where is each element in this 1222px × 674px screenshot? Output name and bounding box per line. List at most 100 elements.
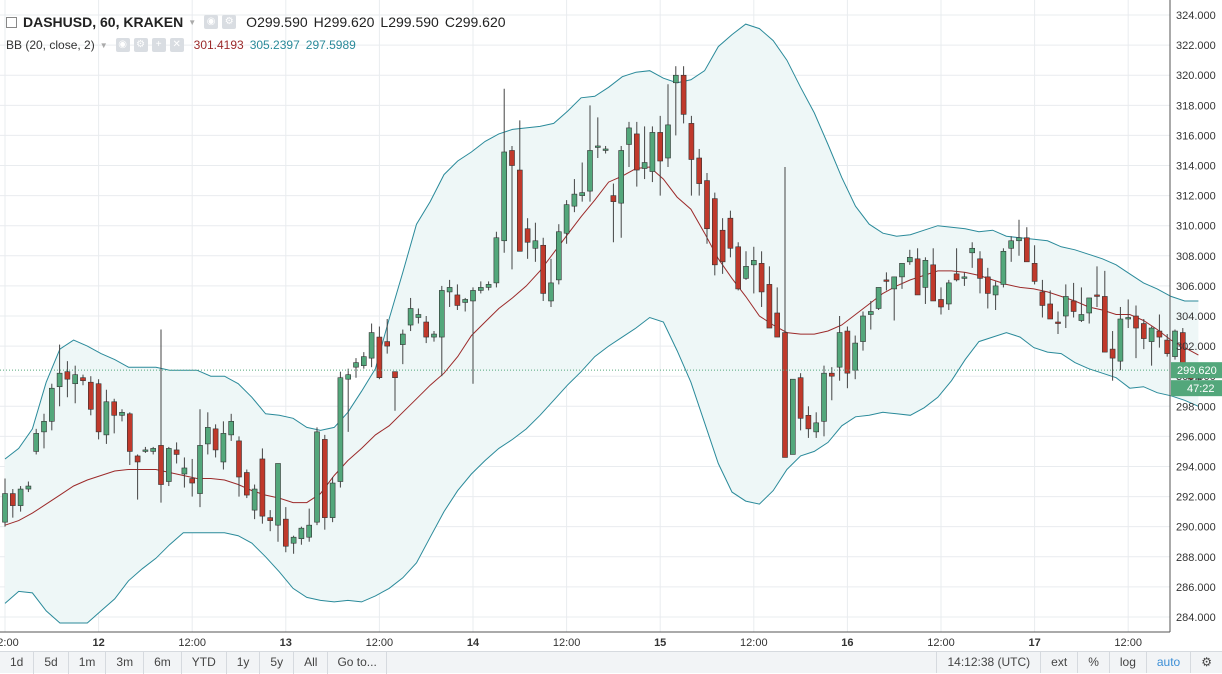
candle-body[interactable] bbox=[1109, 348, 1116, 359]
candle-body[interactable] bbox=[423, 321, 430, 338]
chevron-down-icon[interactable]: ▼ bbox=[99, 40, 108, 50]
candle-body[interactable] bbox=[844, 330, 851, 374]
candle-body[interactable] bbox=[212, 428, 219, 451]
candle-body[interactable] bbox=[337, 377, 344, 482]
candle-body[interactable] bbox=[80, 377, 86, 382]
candle-body[interactable] bbox=[1008, 240, 1015, 249]
candle-body[interactable] bbox=[563, 204, 570, 234]
candle-body[interactable] bbox=[938, 299, 944, 308]
candle-body[interactable] bbox=[1086, 297, 1092, 314]
period-button-5y[interactable]: 5y bbox=[260, 651, 295, 674]
auto-toggle[interactable]: auto bbox=[1145, 652, 1190, 673]
period-button-1d[interactable]: 1d bbox=[0, 651, 35, 674]
candle-body[interactable] bbox=[399, 333, 406, 345]
candle-body[interactable] bbox=[1000, 250, 1007, 285]
candle-body[interactable] bbox=[555, 231, 562, 281]
candle-body[interactable] bbox=[875, 287, 882, 309]
candle-body[interactable] bbox=[610, 195, 617, 202]
candle-body[interactable] bbox=[1016, 237, 1022, 242]
candle-body[interactable] bbox=[353, 362, 359, 368]
gear-icon[interactable]: ⚙ bbox=[1190, 652, 1222, 673]
price-chart[interactable]: 284.000 286.000 288.000 290.000 292.000 294.0… bbox=[0, 0, 1222, 651]
candle-body[interactable] bbox=[602, 148, 609, 151]
candle-body[interactable] bbox=[579, 192, 586, 196]
period-button-1m[interactable]: 1m bbox=[69, 651, 107, 674]
candle-body[interactable] bbox=[384, 341, 391, 347]
candle-body[interactable] bbox=[259, 458, 266, 517]
candle-body[interactable] bbox=[821, 372, 827, 422]
candle-body[interactable] bbox=[696, 157, 703, 184]
settings-icon[interactable]: ⚙ bbox=[222, 15, 237, 29]
candle-body[interactable] bbox=[891, 276, 898, 290]
candle-body[interactable] bbox=[688, 123, 695, 160]
candle-body[interactable] bbox=[704, 180, 710, 230]
candle-body[interactable] bbox=[33, 433, 40, 452]
candle-body[interactable] bbox=[48, 387, 55, 422]
indicator-name[interactable]: BB (20, close, 2) bbox=[6, 38, 95, 52]
candle-body[interactable] bbox=[914, 258, 921, 296]
candle-body[interactable] bbox=[1047, 303, 1053, 320]
candle-body[interactable] bbox=[282, 518, 289, 547]
candle-body[interactable] bbox=[641, 162, 648, 169]
candle-body[interactable] bbox=[532, 240, 539, 249]
candle-body[interactable] bbox=[290, 536, 297, 544]
candle-body[interactable] bbox=[306, 524, 313, 538]
candle-body[interactable] bbox=[1078, 314, 1085, 321]
candle-body[interactable] bbox=[368, 332, 375, 359]
candle-body[interactable] bbox=[524, 228, 531, 243]
period-button-1y[interactable]: 1y bbox=[227, 651, 261, 674]
candle-body[interactable] bbox=[95, 383, 102, 433]
candle-body[interactable] bbox=[805, 415, 812, 430]
candle-body[interactable] bbox=[1024, 237, 1030, 263]
period-button-5d[interactable]: 5d bbox=[34, 651, 69, 674]
close-icon[interactable]: ✕ bbox=[169, 38, 184, 52]
candle-body[interactable] bbox=[1031, 263, 1038, 282]
candle-body[interactable] bbox=[275, 463, 281, 526]
candle-body[interactable] bbox=[992, 285, 999, 296]
candle-body[interactable] bbox=[236, 440, 242, 478]
candle-body[interactable] bbox=[25, 485, 32, 490]
period-button-ytd[interactable]: YTD bbox=[182, 651, 227, 674]
candle-body[interactable] bbox=[166, 448, 172, 482]
candle-body[interactable] bbox=[470, 290, 476, 302]
candle-body[interactable] bbox=[41, 421, 47, 433]
candle-body[interactable] bbox=[540, 244, 547, 294]
eye-icon[interactable]: ◉ bbox=[115, 38, 130, 52]
candle-body[interactable] bbox=[860, 315, 866, 342]
candle-body[interactable] bbox=[883, 279, 890, 282]
candle-body[interactable] bbox=[228, 421, 234, 436]
candle-body[interactable] bbox=[88, 381, 94, 410]
candle-body[interactable] bbox=[649, 132, 656, 172]
candle-body[interactable] bbox=[158, 445, 164, 485]
candle-body[interactable] bbox=[72, 374, 78, 385]
candle-body[interactable] bbox=[1172, 330, 1178, 357]
candle-body[interactable] bbox=[509, 150, 515, 166]
candle-body[interactable] bbox=[1063, 296, 1069, 317]
add-icon[interactable]: + bbox=[151, 38, 166, 52]
candle-body[interactable] bbox=[56, 372, 63, 388]
candle-body[interactable] bbox=[251, 488, 258, 511]
period-button-all[interactable]: All bbox=[294, 651, 329, 674]
candle-body[interactable] bbox=[477, 287, 484, 291]
candle-body[interactable] bbox=[743, 266, 749, 279]
candle-body[interactable] bbox=[953, 273, 960, 281]
candle-body[interactable] bbox=[10, 493, 16, 506]
candle-body[interactable] bbox=[267, 517, 274, 521]
candle-body[interactable] bbox=[758, 263, 765, 293]
candle-body[interactable] bbox=[836, 332, 843, 368]
candle-body[interactable] bbox=[977, 258, 983, 279]
symbol-title[interactable]: DASHUSD, 60, KRAKEN bbox=[23, 14, 184, 30]
candle-body[interactable] bbox=[945, 282, 952, 305]
candle-body[interactable] bbox=[852, 342, 859, 371]
candle-body[interactable] bbox=[103, 401, 110, 436]
candle-body[interactable] bbox=[244, 472, 250, 496]
percent-toggle[interactable]: % bbox=[1077, 652, 1109, 673]
candle-body[interactable] bbox=[189, 478, 195, 484]
collapse-legend-icon[interactable] bbox=[6, 16, 17, 28]
candle-body[interactable] bbox=[587, 150, 593, 192]
candle-body[interactable] bbox=[1070, 300, 1077, 312]
candle-body[interactable] bbox=[119, 412, 125, 416]
candle-body[interactable] bbox=[766, 284, 773, 329]
candle-body[interactable] bbox=[360, 356, 367, 366]
candle-body[interactable] bbox=[376, 336, 383, 378]
